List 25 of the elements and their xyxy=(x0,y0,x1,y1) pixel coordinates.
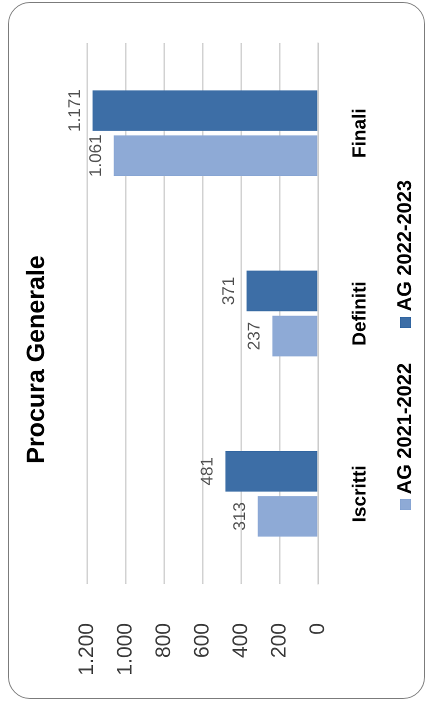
bar xyxy=(114,135,318,176)
x-tick-label: 1.200 xyxy=(74,623,98,676)
x-tick-label: 0 xyxy=(306,623,329,635)
text: AG 2021-2022 xyxy=(394,362,416,494)
bar xyxy=(246,270,318,312)
data-label: 1.171 xyxy=(64,89,84,132)
x-tick-label: 600 xyxy=(190,623,214,658)
x-tick-label: 1.000 xyxy=(113,623,136,676)
bar xyxy=(92,90,318,131)
y-tick-label: Finali xyxy=(350,108,371,158)
data-label: 1.061 xyxy=(86,134,105,177)
x-tick-label: 800 xyxy=(152,623,175,658)
text: AG 2022-2023 xyxy=(394,180,416,312)
data-label: 371 xyxy=(218,276,238,306)
bar xyxy=(258,496,318,537)
y-tick-label: Definiti xyxy=(350,281,371,346)
data-label: 313 xyxy=(230,502,249,531)
data-label: 481 xyxy=(198,457,217,486)
data-label: 237 xyxy=(244,322,264,350)
x-tick-label: 400 xyxy=(228,623,252,658)
y-tick-label: Iscritti xyxy=(350,465,371,522)
bar xyxy=(225,451,318,492)
x-tick-label: 200 xyxy=(267,623,290,658)
bar xyxy=(272,316,318,356)
text: Procura Generale xyxy=(22,255,50,464)
